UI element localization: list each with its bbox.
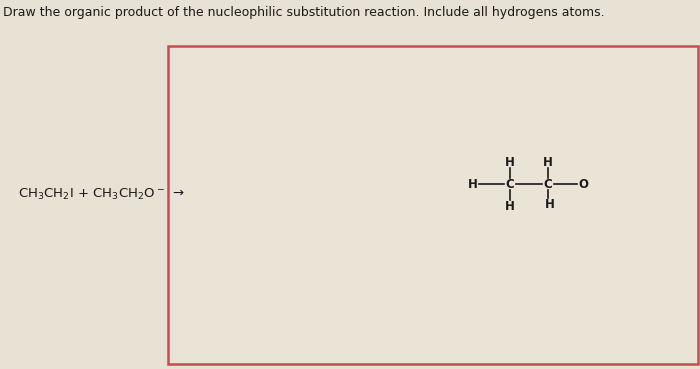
Text: H: H [468, 177, 478, 190]
Text: Draw the organic product of the nucleophilic substitution reaction. Include all : Draw the organic product of the nucleoph… [3, 6, 605, 19]
Text: H: H [543, 155, 553, 169]
Bar [168, 46, 698, 364]
Text: CH$_3$CH$_2$I + CH$_3$CH$_2$O$^-$ $\rightarrow$: CH$_3$CH$_2$I + CH$_3$CH$_2$O$^-$ $\righ… [18, 186, 186, 201]
Text: C: C [544, 177, 552, 190]
Text: H: H [505, 200, 515, 213]
Text: H: H [505, 155, 515, 169]
Text: H: H [545, 197, 555, 210]
Text: O: O [578, 177, 588, 190]
Text: C: C [505, 177, 514, 190]
